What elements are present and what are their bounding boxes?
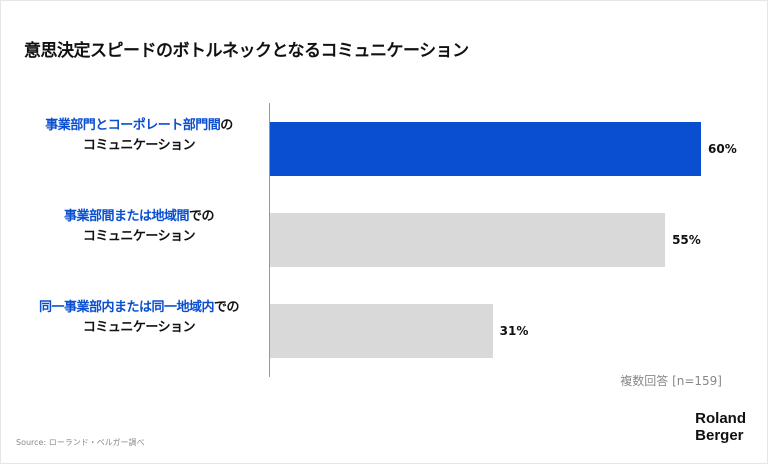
logo-line-1: Roland	[695, 410, 746, 427]
category-label-line1: 事業部間または地域間での	[10, 207, 268, 227]
category-label: 事業部門とコーポレート部門間のコミュニケーション	[10, 116, 268, 156]
logo-line-2: Berger	[695, 427, 744, 444]
bar	[270, 213, 666, 267]
sample-note: 複数回答 [n=159]	[620, 374, 722, 388]
category-suffix: での	[189, 209, 215, 224]
category-suffix: での	[214, 300, 240, 315]
category-suffix: の	[220, 118, 233, 133]
data-label: 55%	[672, 233, 701, 247]
category-label-line1: 事業部門とコーポレート部門間の	[10, 116, 268, 136]
category-highlight: 同一事業部内または同一地域内	[38, 300, 215, 315]
category-label: 同一事業部内または同一地域内でのコミュニケーション	[10, 298, 268, 338]
chart-title: 意思決定スピードのボトルネックとなるコミュニケーション	[24, 41, 469, 61]
category-label-line1: 同一事業部内または同一地域内での	[10, 298, 268, 318]
bar	[270, 122, 701, 176]
category-highlight: 事業部門とコーポレート部門間	[45, 118, 221, 133]
category-label-line2: コミュニケーション	[82, 320, 196, 335]
roland-berger-logo: Roland Berger	[695, 410, 746, 444]
category-label-line2: コミュニケーション	[82, 138, 196, 153]
bar	[270, 304, 493, 358]
y-axis-line	[269, 103, 270, 377]
data-label: 60%	[708, 142, 737, 156]
category-label-line2: コミュニケーション	[82, 229, 196, 244]
data-label: 31%	[499, 324, 529, 338]
category-label: 事業部間または地域間でのコミュニケーション	[10, 207, 268, 247]
category-highlight: 事業部間または地域間	[63, 209, 190, 224]
source-note: Source: ローランド・ベルガー調べ	[16, 438, 145, 447]
